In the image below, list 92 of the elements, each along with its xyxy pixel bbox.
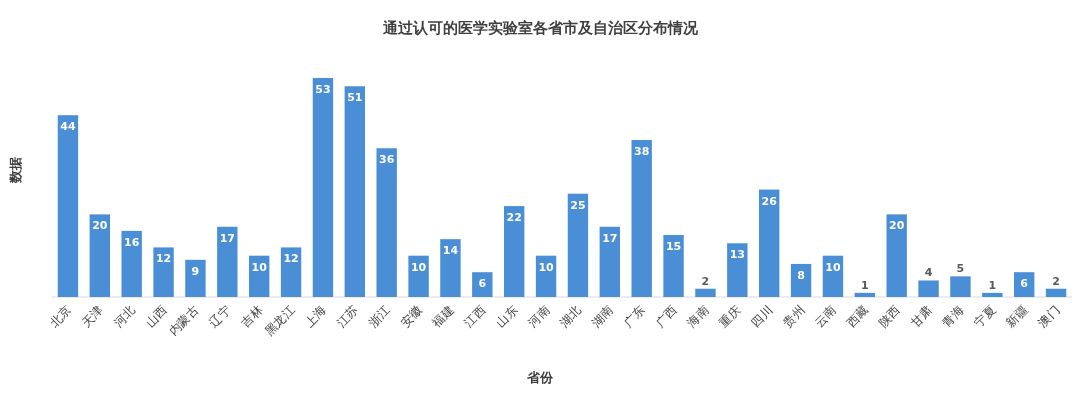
bar (280, 247, 302, 297)
data-label: 1 (860, 278, 869, 292)
data-label: 17 (602, 231, 618, 245)
x-tick-label: 浙江 (365, 303, 393, 331)
bar (790, 263, 812, 297)
x-tick-label: 陕西 (875, 303, 903, 331)
x-tick-label: 澳门 (1035, 303, 1063, 331)
data-label: 12 (283, 252, 299, 266)
bar (57, 115, 79, 297)
data-label: 16 (124, 235, 140, 249)
data-label: 51 (347, 91, 363, 105)
x-tick-label: 云南 (812, 303, 840, 331)
x-tick-label: 海南 (684, 303, 712, 331)
data-label: 9 (191, 264, 200, 278)
bar (695, 288, 716, 297)
bar (408, 255, 429, 297)
bar (631, 139, 652, 297)
x-tick-label: 重庆 (716, 303, 744, 331)
chart-title: 通过认可的医学实验室各省市及自治区分布情况 (381, 19, 699, 37)
bar (440, 239, 461, 297)
x-tick-label: 河南 (525, 303, 553, 331)
data-label: 10 (251, 260, 268, 274)
x-tick-label: 黑龙江 (261, 303, 298, 339)
data-label: 6 (1020, 277, 1029, 291)
data-label: 6 (478, 277, 487, 291)
bar (886, 214, 907, 297)
x-tick-label: 江苏 (334, 303, 361, 331)
x-tick-label: 湖南 (589, 303, 616, 331)
x-tick-label: 上海 (302, 303, 330, 331)
data-label: 25 (570, 198, 586, 212)
data-label: 2 (1052, 274, 1060, 288)
x-tick-label: 广西 (652, 303, 680, 331)
x-tick-label: 江西 (461, 303, 489, 331)
bar (121, 230, 142, 297)
x-tick-label: 甘肃 (907, 303, 935, 331)
data-label: 20 (92, 219, 108, 233)
data-label: 38 (634, 144, 650, 158)
data-label: 14 (442, 244, 459, 258)
data-label: 53 (315, 83, 331, 96)
x-tick-label: 福建 (429, 303, 457, 331)
data-label: 17 (219, 231, 235, 245)
x-tick-label: 四川 (748, 303, 776, 331)
data-label: 1 (988, 278, 997, 292)
x-tick-label: 北京 (47, 303, 75, 331)
bar (503, 206, 525, 297)
bar (89, 214, 111, 297)
x-axis-title: 省份 (526, 370, 554, 385)
x-tick-label: 广东 (620, 303, 648, 331)
x-tick-label: 安徽 (397, 303, 425, 331)
bar (376, 148, 397, 297)
data-label: 10 (538, 260, 555, 274)
bar (567, 193, 589, 297)
bar (344, 86, 366, 297)
x-tick-label: 新疆 (1003, 303, 1031, 331)
bar (185, 259, 206, 297)
data-label: 12 (155, 252, 172, 266)
x-tick-label: 河北 (110, 303, 138, 331)
bar (472, 272, 493, 297)
data-label: 10 (825, 260, 841, 274)
x-tick-label: 湖北 (557, 303, 585, 331)
bar (599, 226, 621, 297)
x-tick-label: 贵州 (780, 303, 808, 331)
bar (663, 235, 684, 297)
x-tick-label: 西藏 (844, 303, 871, 331)
data-label: 13 (729, 248, 745, 262)
x-tick-label: 辽宁 (206, 303, 234, 331)
data-label: 4 (924, 266, 933, 280)
x-tick-label: 天津 (79, 303, 106, 331)
x-tick-label: 山东 (493, 303, 521, 331)
data-label: 5 (956, 262, 965, 276)
bar (918, 280, 939, 297)
bar (854, 292, 876, 297)
data-label: 22 (506, 211, 522, 225)
x-tick-label: 宁夏 (971, 303, 999, 331)
data-label: 36 (379, 153, 395, 167)
bar (982, 292, 1003, 297)
bar (950, 276, 971, 297)
data-label: 15 (665, 240, 682, 254)
data-label: 20 (889, 219, 905, 233)
data-label: 2 (701, 274, 710, 288)
bar (727, 243, 748, 297)
data-label: 26 (761, 194, 778, 208)
data-label: 8 (797, 268, 805, 282)
data-label: 44 (60, 120, 76, 134)
bar (758, 189, 780, 297)
bar (217, 226, 238, 297)
bar (312, 78, 334, 297)
data-label: 10 (410, 260, 427, 274)
bar (1045, 288, 1067, 297)
bar (153, 247, 174, 297)
x-tick-label: 青海 (939, 303, 967, 331)
y-axis-title: 数据 (8, 157, 23, 184)
